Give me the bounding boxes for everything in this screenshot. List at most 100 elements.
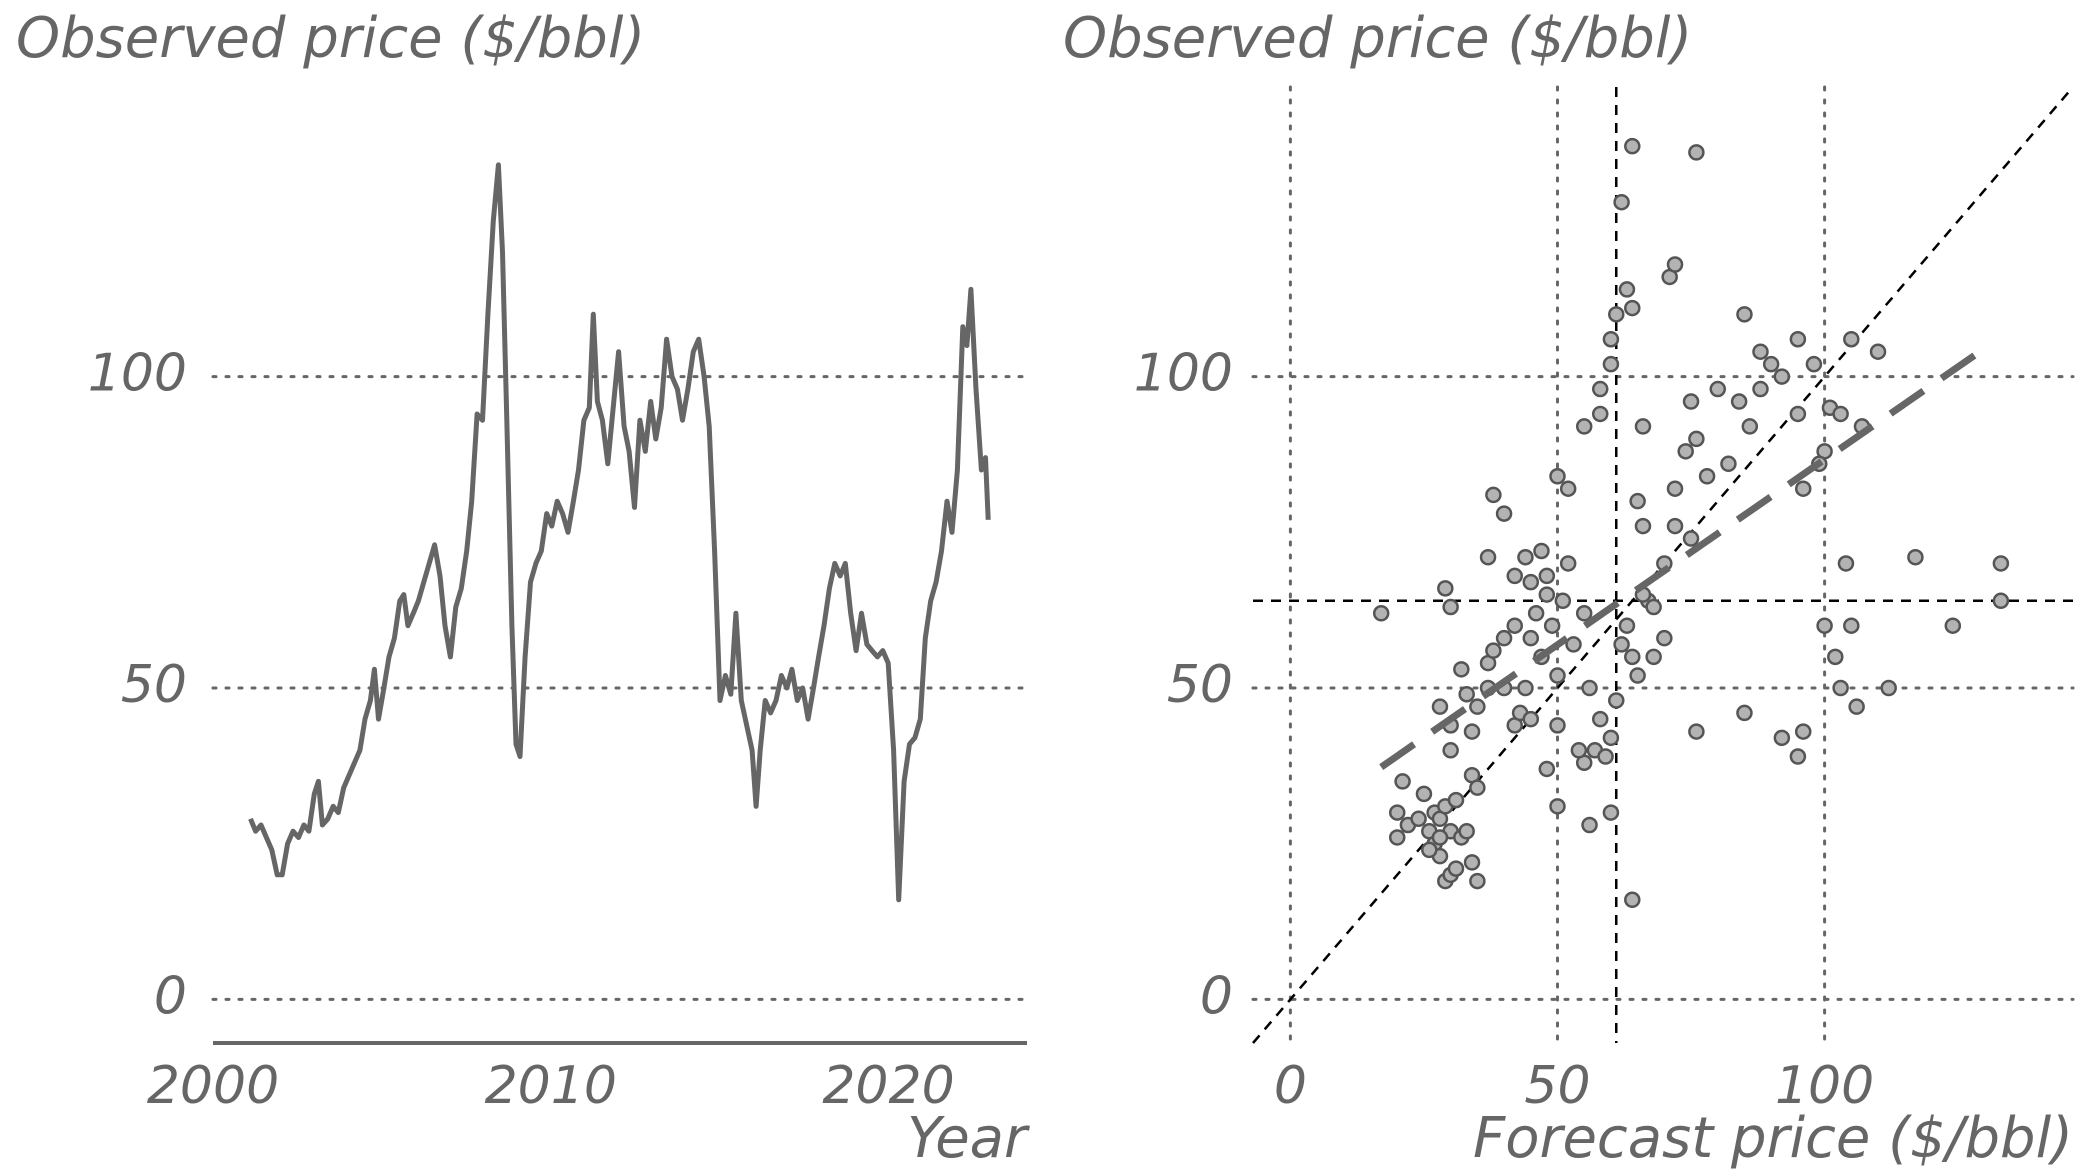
y-tick-label: 0 bbox=[1200, 966, 1233, 1026]
point bbox=[1469, 698, 1486, 715]
point bbox=[1591, 710, 1609, 728]
point bbox=[1538, 567, 1556, 585]
point bbox=[1463, 854, 1481, 871]
point bbox=[1709, 380, 1727, 398]
point bbox=[1762, 355, 1780, 373]
point bbox=[1608, 306, 1625, 323]
point bbox=[1453, 661, 1470, 678]
y-tick-label: 100 bbox=[88, 344, 187, 404]
point bbox=[1794, 723, 1812, 740]
point bbox=[1624, 299, 1641, 317]
point bbox=[1773, 729, 1791, 747]
point bbox=[1517, 548, 1534, 566]
y-tick-label: 0 bbox=[154, 966, 187, 1026]
point bbox=[1522, 573, 1540, 591]
point bbox=[1388, 829, 1406, 846]
point bbox=[1527, 605, 1545, 622]
point bbox=[1549, 798, 1566, 815]
point bbox=[1907, 548, 1924, 566]
point bbox=[1656, 629, 1673, 647]
point bbox=[1554, 592, 1572, 610]
point bbox=[1559, 480, 1577, 497]
point bbox=[1565, 636, 1582, 653]
point bbox=[1421, 841, 1438, 859]
point bbox=[1837, 555, 1855, 572]
point bbox=[1447, 860, 1465, 877]
point bbox=[1645, 648, 1662, 666]
point bbox=[1666, 480, 1684, 497]
point bbox=[1522, 629, 1540, 647]
point bbox=[1618, 617, 1636, 634]
point bbox=[1645, 598, 1662, 616]
point bbox=[1992, 592, 2010, 610]
point bbox=[1591, 380, 1609, 398]
point bbox=[1549, 667, 1566, 684]
x-tick-label: 0 bbox=[1274, 1056, 1307, 1116]
point bbox=[1698, 468, 1716, 485]
point bbox=[1602, 804, 1620, 821]
point bbox=[1666, 517, 1684, 535]
point bbox=[1629, 492, 1646, 510]
point bbox=[1575, 418, 1593, 435]
x-tick-label: 2020 bbox=[822, 1056, 954, 1116]
point bbox=[1495, 505, 1513, 522]
point bbox=[1832, 405, 1849, 423]
point bbox=[1388, 804, 1406, 821]
point bbox=[1485, 642, 1502, 659]
point bbox=[1608, 692, 1625, 709]
point bbox=[1602, 330, 1620, 348]
point bbox=[1634, 418, 1652, 435]
point bbox=[1773, 368, 1791, 385]
point bbox=[1458, 685, 1475, 703]
point bbox=[1618, 281, 1636, 298]
y-tick-label: 50 bbox=[1167, 655, 1233, 715]
point bbox=[1463, 723, 1481, 740]
point bbox=[1570, 742, 1588, 759]
point bbox=[1597, 748, 1614, 765]
identity-line bbox=[1252, 86, 2074, 1044]
point bbox=[1752, 343, 1769, 360]
point bbox=[1506, 617, 1524, 634]
point bbox=[1752, 380, 1769, 398]
x-tick-label: 100 bbox=[1775, 1056, 1874, 1116]
point bbox=[1458, 822, 1475, 840]
y-tick-label: 100 bbox=[1134, 344, 1233, 404]
point bbox=[1517, 679, 1534, 697]
point bbox=[1591, 405, 1609, 423]
point bbox=[1437, 580, 1454, 597]
point bbox=[1843, 330, 1860, 348]
point bbox=[1485, 486, 1502, 504]
point bbox=[1688, 430, 1705, 448]
point bbox=[1794, 480, 1812, 497]
point bbox=[1442, 598, 1459, 616]
point bbox=[1688, 723, 1705, 740]
point bbox=[1431, 829, 1449, 846]
point bbox=[1549, 717, 1566, 734]
chart-title: Observed price ($/bbl) bbox=[1063, 6, 1692, 71]
point bbox=[1522, 710, 1540, 728]
point bbox=[1688, 144, 1705, 161]
point bbox=[1410, 810, 1427, 828]
point bbox=[1789, 748, 1807, 765]
point bbox=[1629, 667, 1646, 684]
point bbox=[1372, 605, 1390, 622]
point bbox=[1581, 816, 1598, 834]
point bbox=[1538, 586, 1556, 603]
point bbox=[1730, 393, 1748, 410]
point bbox=[1624, 137, 1641, 155]
point bbox=[1538, 760, 1556, 778]
x-tick-label: 2000 bbox=[147, 1056, 279, 1116]
point bbox=[1634, 517, 1652, 535]
point bbox=[1394, 773, 1411, 790]
point bbox=[1442, 742, 1459, 759]
x-axis-label: Forecast price ($/bbl) bbox=[1473, 1106, 2073, 1170]
point bbox=[1736, 704, 1753, 722]
point bbox=[1832, 679, 1849, 697]
point bbox=[1431, 698, 1449, 715]
point bbox=[1602, 729, 1620, 747]
point bbox=[1613, 193, 1630, 211]
point bbox=[1789, 405, 1807, 423]
point bbox=[1666, 256, 1684, 273]
point bbox=[1533, 542, 1550, 560]
